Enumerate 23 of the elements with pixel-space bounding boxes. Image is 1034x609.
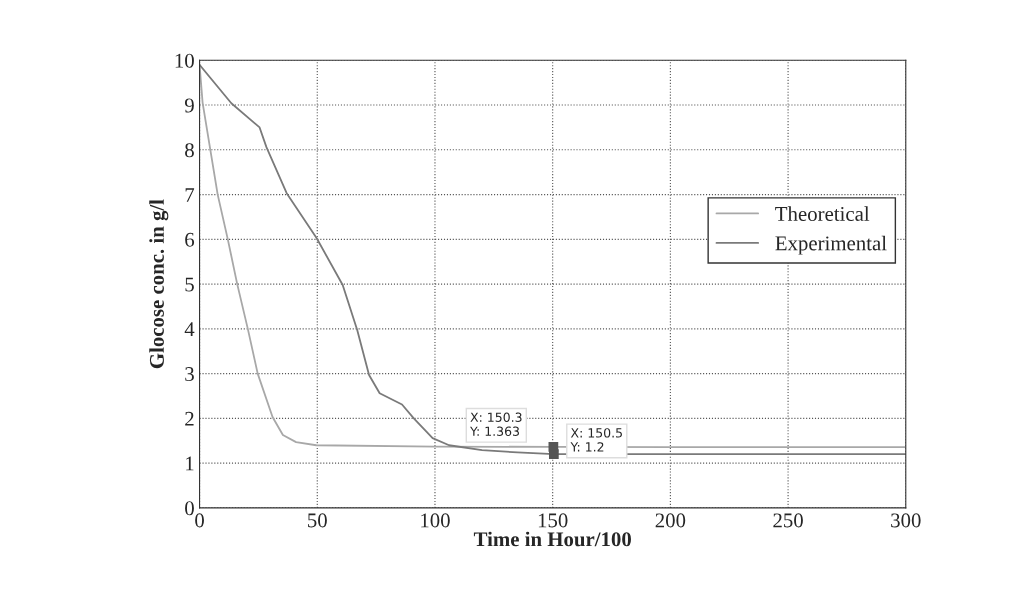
x-tick-label: 150 bbox=[538, 513, 568, 528]
y-tick-label: 10 bbox=[175, 53, 194, 68]
annotation: X: 150.5 Y: 1.2 bbox=[570, 428, 622, 452]
y-tick-label: 5 bbox=[185, 277, 194, 292]
legend-label: Experimental bbox=[775, 235, 887, 255]
y-tick-label: 9 bbox=[184, 98, 194, 113]
x-tick-label: 200 bbox=[655, 513, 686, 528]
y-tick-label: 8 bbox=[185, 143, 194, 158]
annotation: X: 150.3 Y: 1.363 bbox=[470, 412, 522, 436]
legend-label: Theoretical bbox=[775, 206, 870, 221]
x-tick-label: 250 bbox=[773, 513, 803, 528]
x-tick-label: 50 bbox=[308, 513, 327, 528]
y-tick-label: 6 bbox=[185, 232, 195, 247]
y-axis-title: Glocose conc. in g/l bbox=[149, 199, 169, 369]
y-tick-label: 0 bbox=[185, 501, 194, 516]
x-tick-label: 300 bbox=[891, 513, 921, 528]
x-tick-label: 100 bbox=[421, 513, 450, 528]
y-tick-label: 3 bbox=[185, 367, 194, 382]
y-tick-label: 1 bbox=[186, 456, 194, 471]
y-tick-label: 2 bbox=[185, 411, 194, 426]
y-tick-label: 7 bbox=[185, 188, 195, 202]
y-tick-label: 4 bbox=[184, 322, 195, 337]
x-axis-title: Time in Hour/100 bbox=[473, 531, 631, 547]
